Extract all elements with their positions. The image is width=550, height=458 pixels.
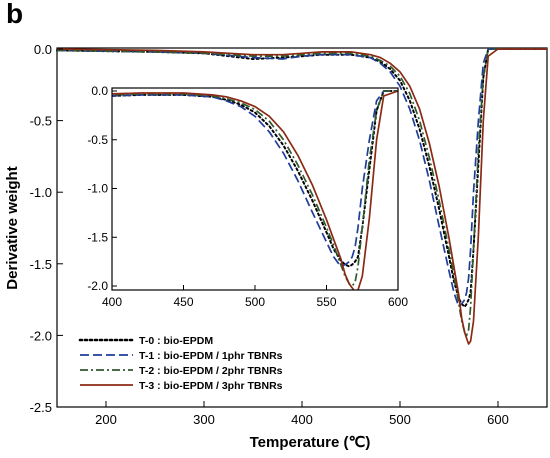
main-x-tick-label: 300 xyxy=(193,412,215,427)
main-y-tick-label: 0.0 xyxy=(34,42,52,57)
main-x-tick-label: 400 xyxy=(291,412,313,427)
main-series-group xyxy=(56,48,548,345)
inset-series-group xyxy=(112,90,398,290)
inset-x-tick-label: 600 xyxy=(388,295,408,309)
main-series-line-1 xyxy=(56,48,547,308)
main-y-tick-label: -2.0 xyxy=(30,328,52,343)
inset-series-line-1 xyxy=(112,90,398,268)
y-axis-label: Derivative weight xyxy=(4,166,21,289)
inset-x-tick-label: 500 xyxy=(245,295,265,309)
legend: T-0 : bio-EPDM T-1 : bio-EPDM / 1phr TBNR… xyxy=(78,335,283,392)
inset-y-tick-label: -1.0 xyxy=(87,182,108,196)
main-y-ticks: 0.0 -0.5 -1.0 -1.5 -2.0 -2.5 xyxy=(30,42,63,415)
legend-label-3: T-3 : bio-EPDM / 3phr TBNRs xyxy=(139,380,283,392)
inset-y-ticks: 0.0 -0.5 -1.0 -1.5 -2.0 xyxy=(87,84,117,293)
inset-plot: 400 450 500 550 600 0.0 -0.5 -1.0 -1.5 -2.0 xyxy=(87,84,408,309)
x-axis-label: Temperature (℃) xyxy=(250,434,371,451)
inset-y-tick-label: -2.0 xyxy=(87,279,108,293)
inset-x-tick-label: 550 xyxy=(316,295,336,309)
inset-y-tick-label: -0.5 xyxy=(87,133,108,147)
main-y-tick-label: -1.5 xyxy=(30,257,52,272)
main-series-line-2 xyxy=(56,48,547,337)
main-x-ticks: 200 300 400 500 600 xyxy=(95,401,509,427)
main-y-tick-label: -0.5 xyxy=(30,114,52,129)
main-y-tick-label: -1.0 xyxy=(30,185,52,200)
panel-label: b xyxy=(6,0,24,29)
inset-background xyxy=(112,88,398,290)
main-series-line-3 xyxy=(56,48,547,345)
legend-label-1: T-1 : bio-EPDM / 1phr TBNRs xyxy=(139,350,283,362)
inset-y-tick-label: 0.0 xyxy=(91,84,108,98)
inset-y-tick-label: -1.5 xyxy=(87,230,108,244)
inset-series-line-2 xyxy=(112,90,398,287)
main-plot: 200 300 400 500 600 0.0 -0.5 -1.0 -1.5 -2.0 -2.5 xyxy=(30,42,548,427)
inset-x-tick-label: 400 xyxy=(102,295,122,309)
main-x-tick-label: 500 xyxy=(389,412,411,427)
main-x-tick-label: 600 xyxy=(487,412,509,427)
legend-label-0: T-0 : bio-EPDM xyxy=(139,335,213,347)
inset-x-ticks: 400 450 500 550 600 xyxy=(102,285,408,309)
inset-x-tick-label: 450 xyxy=(173,295,193,309)
main-x-tick-label: 200 xyxy=(95,412,117,427)
inset-series-line-3 xyxy=(112,90,398,290)
main-y-tick-label: -2.5 xyxy=(30,400,52,415)
legend-label-2: T-2 : bio-EPDM / 2phr TBNRs xyxy=(139,365,283,377)
